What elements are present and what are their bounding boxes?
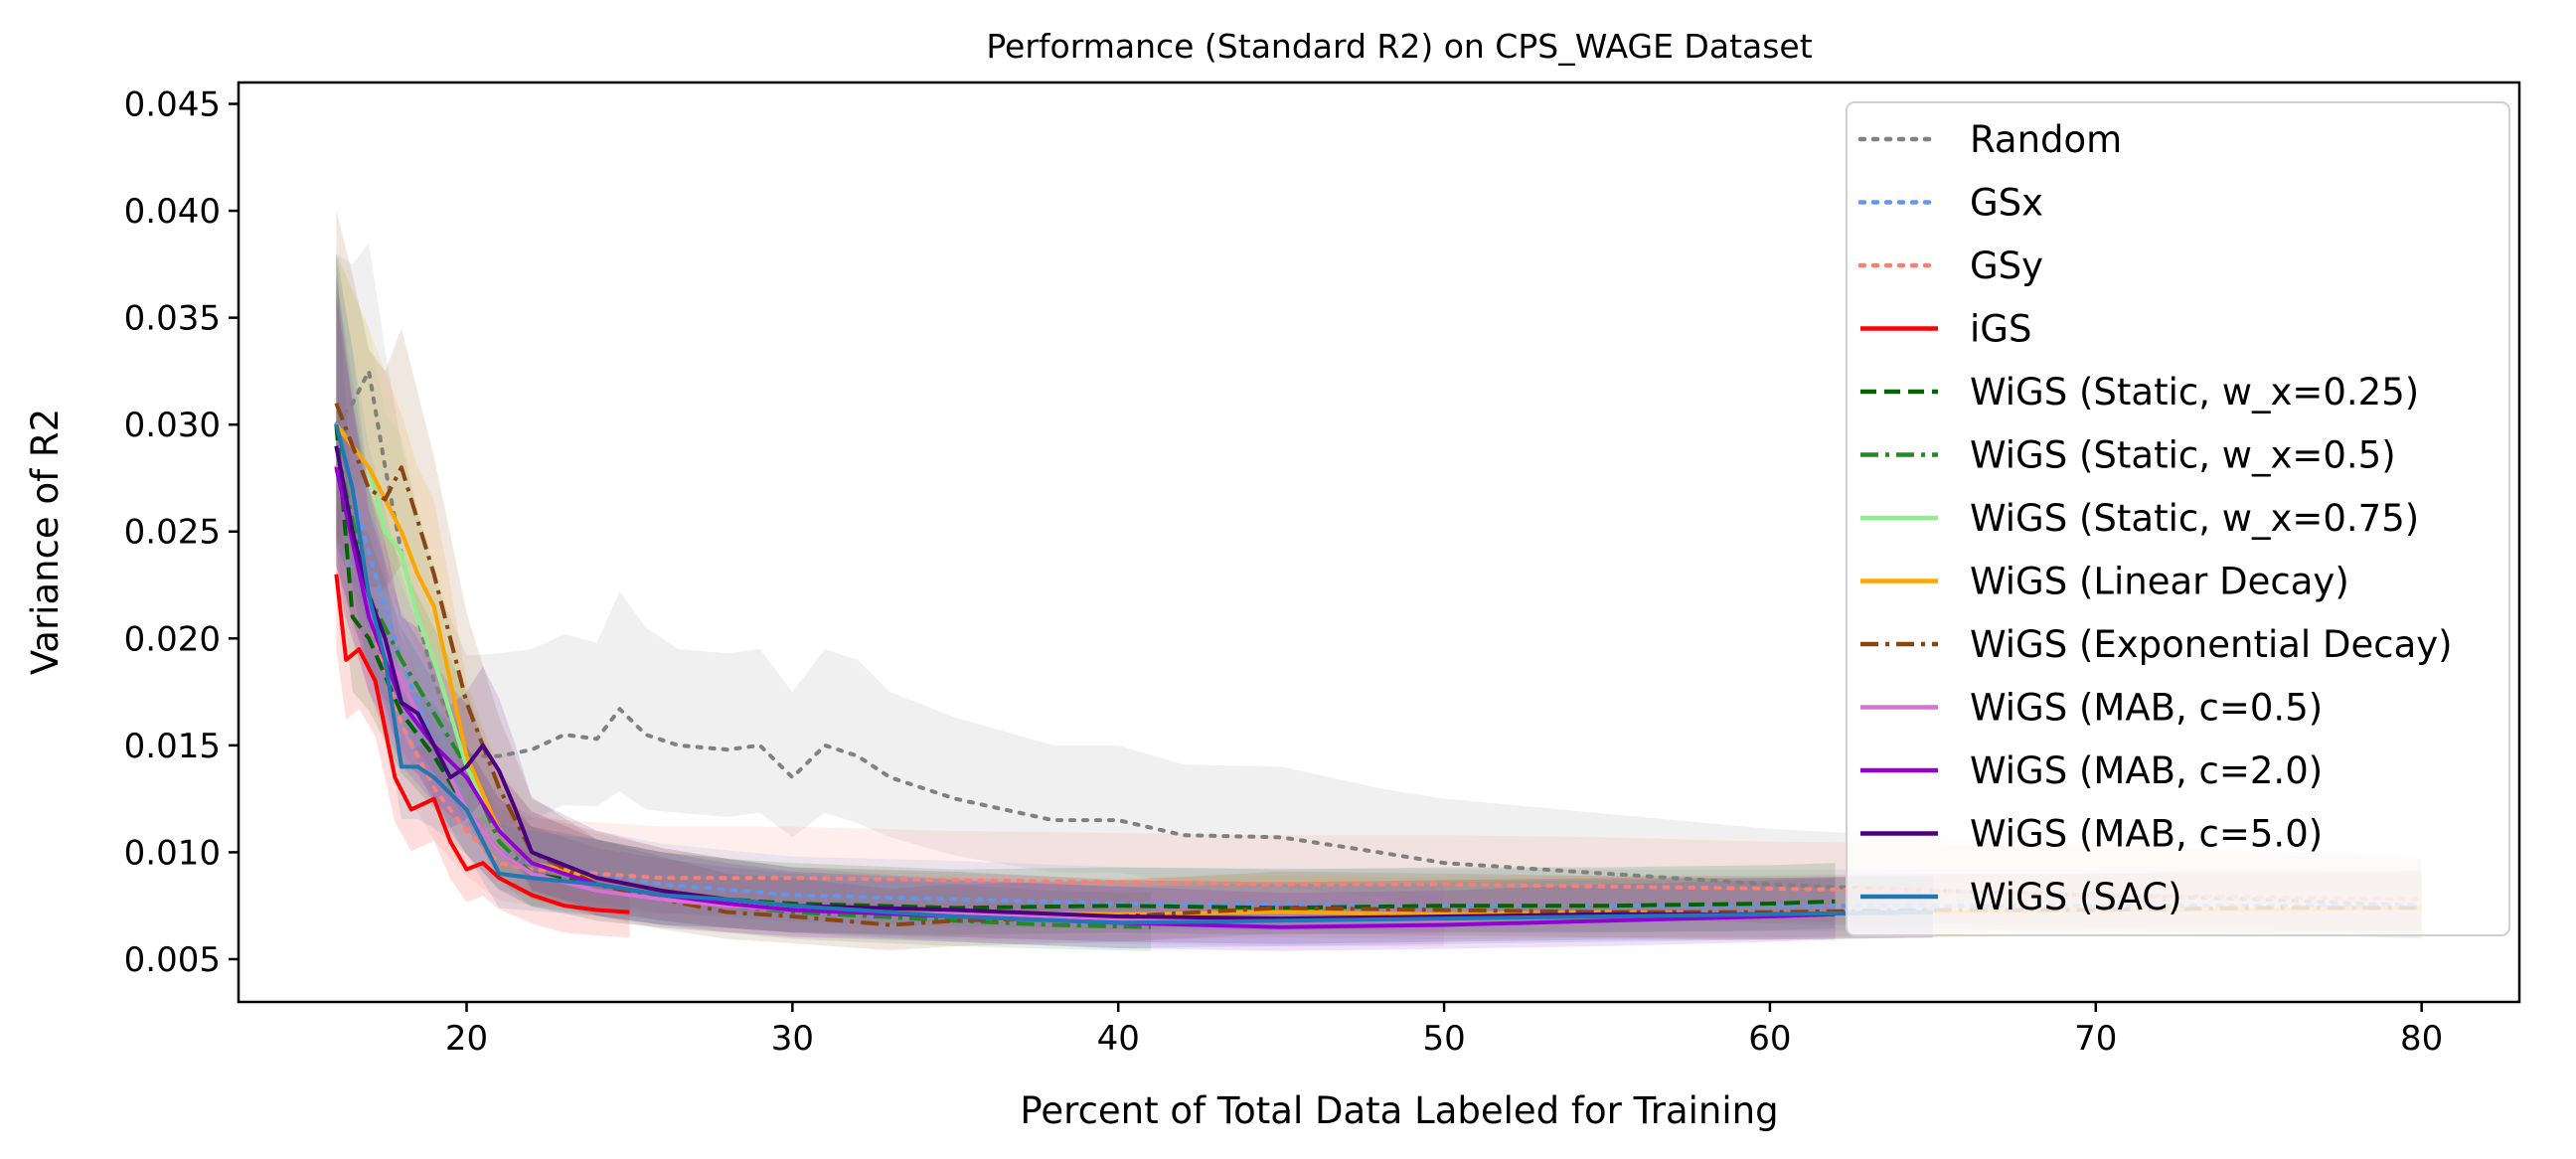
series-line-wigs-mab-c-5-0 (334, 445, 1933, 921)
y-tick-label: 0.035 (124, 299, 221, 339)
band-random (336, 243, 2422, 939)
y-tick-label: 0.040 (124, 192, 221, 232)
series-line-gsy (334, 465, 2424, 902)
band-wigs-sac (336, 253, 1933, 949)
legend-label-igs: iGS (1970, 308, 2031, 351)
y-axis: 0.005 0.010 0.015 0.020 0.025 0.030 0.035 0.040… (124, 85, 239, 980)
band-igs (336, 467, 630, 938)
legend-label-wigs-exponential-decay: WiGS (Exponential Decay) (1970, 623, 2453, 666)
series-line-wigs-exponential-decay (334, 402, 2422, 927)
y-tick-label: 0.025 (124, 513, 221, 553)
plot-area-frame (237, 81, 2521, 1004)
y-tick-label: 0.030 (124, 406, 221, 445)
legend-label-gsy: GSy (1970, 245, 2043, 287)
legend-label-wigs-mab-c-5-0: WiGS (MAB, c=5.0) (1970, 813, 2323, 856)
y-tick-label: 0.010 (124, 833, 221, 873)
band-wigs-static-w-x-0-75 (336, 253, 956, 939)
legend-label-wigs-static-w-x-0-25: WiGS (Static, w_x=0.25) (1970, 371, 2419, 414)
legend-label-wigs-mab-c-0-5: WiGS (MAB, c=0.5) (1970, 687, 2323, 730)
x-tick-label: 80 (2400, 1019, 2443, 1059)
y-tick-label: 0.020 (124, 619, 221, 659)
series-line-wigs-mab-c-0-5 (334, 445, 1445, 923)
legend-label-random: Random (1970, 118, 2122, 161)
legend-label-wigs-static-w-x-0-5: WiGS (Static, w_x=0.5) (1970, 434, 2396, 477)
series-line-wigs-static-w-x-0-25 (334, 424, 1836, 911)
x-axis-label: Percent of Total Data Labeled for Traini… (1020, 1089, 1778, 1132)
x-tick-label: 40 (1097, 1019, 1140, 1059)
x-tick-label: 30 (771, 1019, 814, 1059)
legend-label-wigs-static-w-x-0-75: WiGS (Static, w_x=0.75) (1970, 497, 2419, 540)
x-tick-label: 70 (2074, 1019, 2117, 1059)
y-tick-label: 0.015 (124, 727, 221, 766)
legend-label-wigs-sac: WiGS (SAC) (1970, 876, 2182, 918)
x-axis: 20 30 40 50 60 70 80 (445, 1002, 2443, 1059)
band-wigs-mab-c-2-0 (336, 296, 1836, 951)
legend-box (1846, 101, 2510, 936)
legend-label-wigs-mab-c-2-0: WiGS (MAB, c=2.0) (1970, 749, 2323, 792)
x-tick-label: 60 (1748, 1019, 1791, 1059)
series-lines (334, 369, 2424, 929)
series-line-igs (334, 574, 630, 914)
x-tick-label: 50 (1422, 1019, 1465, 1059)
legend: Random GSx GSy iGS WiGS (Static, w_x=0.25) Wi… (1846, 101, 2510, 936)
x-tick-label: 20 (445, 1019, 488, 1059)
y-tick-label: 0.045 (124, 85, 221, 125)
y-axis-label: Variance of R2 (24, 409, 67, 675)
series-line-random (334, 369, 2424, 909)
legend-label-wigs-linear-decay: WiGS (Linear Decay) (1970, 561, 2349, 603)
chart-title: Performance (Standard R2) on CPS_WAGE Da… (986, 27, 1812, 66)
series-line-wigs-sac (334, 423, 1933, 925)
y-tick-label: 0.005 (124, 940, 221, 980)
legend-label-gsx: GSx (1970, 182, 2043, 225)
series-line-gsx (334, 422, 2424, 909)
